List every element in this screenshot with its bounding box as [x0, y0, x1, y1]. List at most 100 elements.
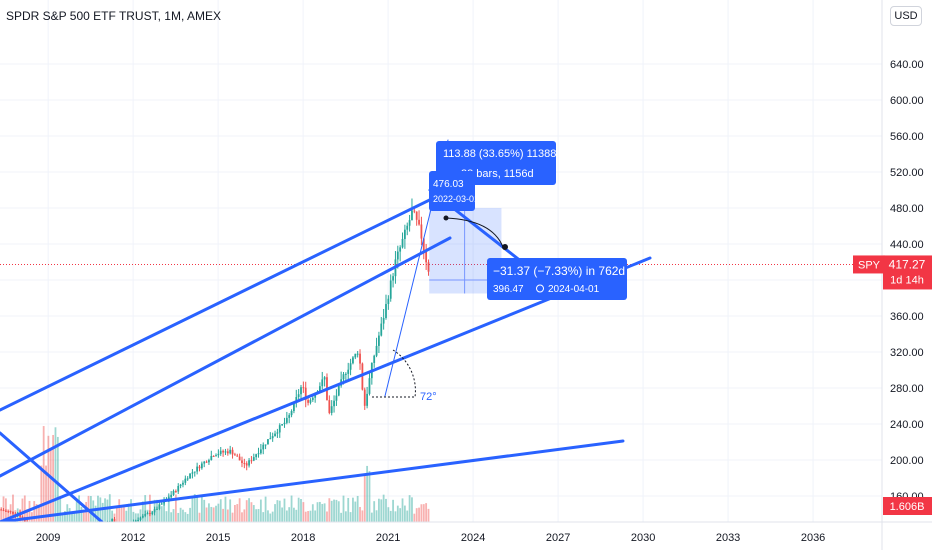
volume-bar	[347, 497, 350, 522]
price-badge-value: 417.27	[889, 257, 926, 271]
x-tick-label: 2018	[291, 532, 315, 544]
volume-bar	[115, 506, 118, 522]
candle-body	[5, 510, 7, 512]
x-tick-label: 2012	[121, 532, 145, 544]
volume-bar	[318, 501, 321, 522]
volume-bar	[250, 502, 253, 522]
candle-body	[264, 444, 267, 446]
candle-body	[290, 411, 293, 416]
volume-bar	[33, 501, 36, 522]
x-tick-label: 2024	[461, 532, 485, 544]
volume-bar	[167, 495, 170, 522]
volume-bar	[238, 498, 241, 522]
volume-bar	[309, 510, 312, 522]
candle-body	[217, 453, 220, 456]
volume-bar	[283, 498, 286, 522]
volume-bar	[47, 435, 50, 522]
candle-body	[271, 436, 274, 439]
candle-body	[415, 211, 418, 220]
candle-body	[229, 449, 232, 454]
measure-down-price: 396.47	[493, 284, 524, 295]
clock-icon	[536, 284, 544, 293]
volume-bar	[373, 501, 376, 522]
price-badge-countdown: 1d 14h	[890, 274, 924, 286]
candle-body	[210, 455, 213, 461]
volume-bar	[120, 506, 123, 522]
volume-bar	[264, 496, 267, 522]
candle-body	[21, 516, 24, 519]
volume-bar	[134, 513, 137, 522]
measure-up-line1: 113.88 (33.65%) 11388	[443, 148, 556, 160]
candle-body	[309, 399, 312, 403]
volume-bar	[78, 495, 80, 522]
x-tick-label: 2027	[546, 532, 570, 544]
candle-body	[285, 417, 288, 423]
y-tick-label: 600.00	[890, 95, 924, 107]
volume-bar	[401, 498, 404, 522]
candle-body	[281, 424, 284, 426]
volume-bar	[73, 511, 76, 522]
candle-body	[304, 387, 307, 401]
candle-body	[160, 503, 163, 505]
volume-bar	[267, 510, 269, 522]
candle-body	[347, 369, 350, 374]
angle-label: 72°	[420, 391, 437, 403]
trend-line	[0, 236, 452, 478]
volume-bar	[118, 499, 121, 522]
candle-body	[373, 355, 376, 363]
y-tick-label: 360.00	[890, 311, 924, 323]
candle-body	[335, 395, 338, 401]
currency-button[interactable]: USD	[890, 6, 922, 26]
candle-body	[413, 210, 416, 212]
volume-bar	[368, 471, 371, 522]
candle-body	[177, 485, 180, 492]
volume-bar	[132, 511, 135, 522]
volume-bar	[295, 509, 298, 522]
candle-body	[366, 393, 369, 406]
candle-body	[2, 510, 5, 512]
volume-bar	[255, 509, 258, 522]
partial-label-date: 2022-03-01	[433, 194, 479, 204]
volume-bar	[396, 505, 399, 522]
volume-bar	[38, 505, 40, 522]
volume-bar	[422, 504, 425, 522]
volume-bar	[330, 500, 333, 522]
candle-body	[349, 363, 352, 370]
candle-body	[311, 397, 314, 400]
volume-bar	[106, 499, 109, 522]
candle-body	[156, 508, 158, 510]
volume-bar	[297, 497, 300, 522]
candle-body	[241, 460, 243, 464]
volume-bar	[82, 512, 85, 522]
volume-bar	[366, 465, 369, 522]
candle-body	[208, 460, 210, 463]
volume-bar	[101, 502, 104, 522]
candle-body	[179, 484, 182, 486]
volume-bar	[248, 498, 250, 522]
candle-body	[378, 335, 380, 346]
candle-body	[236, 455, 239, 457]
volume-bar	[189, 507, 191, 522]
volume-bar	[302, 502, 305, 522]
candle-body	[234, 454, 236, 456]
candle-body	[182, 482, 184, 485]
candle-body	[205, 461, 208, 463]
candle-body	[389, 280, 392, 299]
candle-body	[219, 450, 222, 454]
candle-body	[356, 353, 359, 355]
volume-bar	[326, 511, 328, 522]
volume-bar	[156, 499, 158, 522]
candle-body	[359, 353, 361, 364]
projection-curve	[445, 217, 504, 248]
candle-body	[399, 247, 402, 252]
measure-down-line1: −31.37 (−7.33%) in 762d	[493, 264, 625, 278]
candle-body	[342, 374, 345, 380]
volume-bar	[42, 426, 45, 522]
candle-body	[191, 472, 194, 474]
volume-bar	[321, 503, 324, 522]
volume-bar	[363, 473, 366, 522]
candle-body	[368, 378, 371, 394]
candle-body	[158, 504, 161, 509]
volume-bar	[127, 503, 130, 522]
